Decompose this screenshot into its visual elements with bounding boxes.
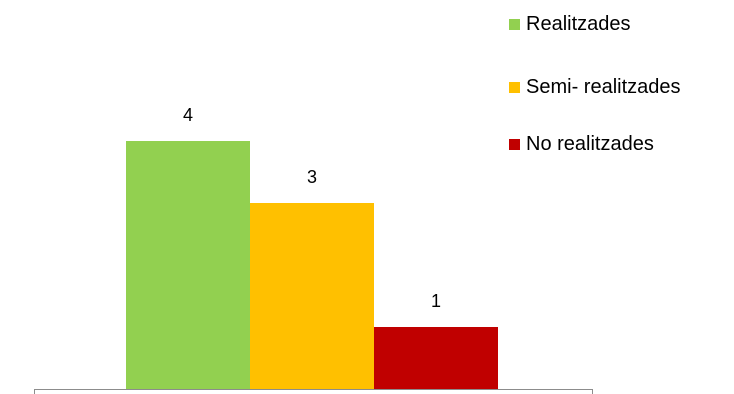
data-label-semi-realitzades: 3	[307, 167, 317, 187]
legend-swatch-no-realitzades	[509, 138, 520, 150]
legend-item-realitzades: Realitzades	[509, 12, 631, 36]
legend-swatch-realitzades	[509, 18, 520, 30]
data-label-no-realitzades: 1	[431, 291, 441, 311]
legend-item-semi-realitzades: Semi- realitzades	[509, 75, 681, 99]
legend-label-realitzades: Realitzades	[526, 13, 631, 35]
bar-no-realitzades	[374, 327, 498, 389]
legend-label-no-realitzades: No realitzades	[526, 133, 654, 155]
bar-realitzades	[126, 141, 250, 389]
legend-item-no-realitzades: No realitzades	[509, 132, 654, 156]
legend-label-semi-realitzades: Semi- realitzades	[526, 76, 681, 98]
bar-semi-realitzades	[250, 203, 374, 389]
legend-swatch-semi-realitzades	[509, 81, 520, 93]
data-label-realitzades: 4	[183, 105, 193, 125]
